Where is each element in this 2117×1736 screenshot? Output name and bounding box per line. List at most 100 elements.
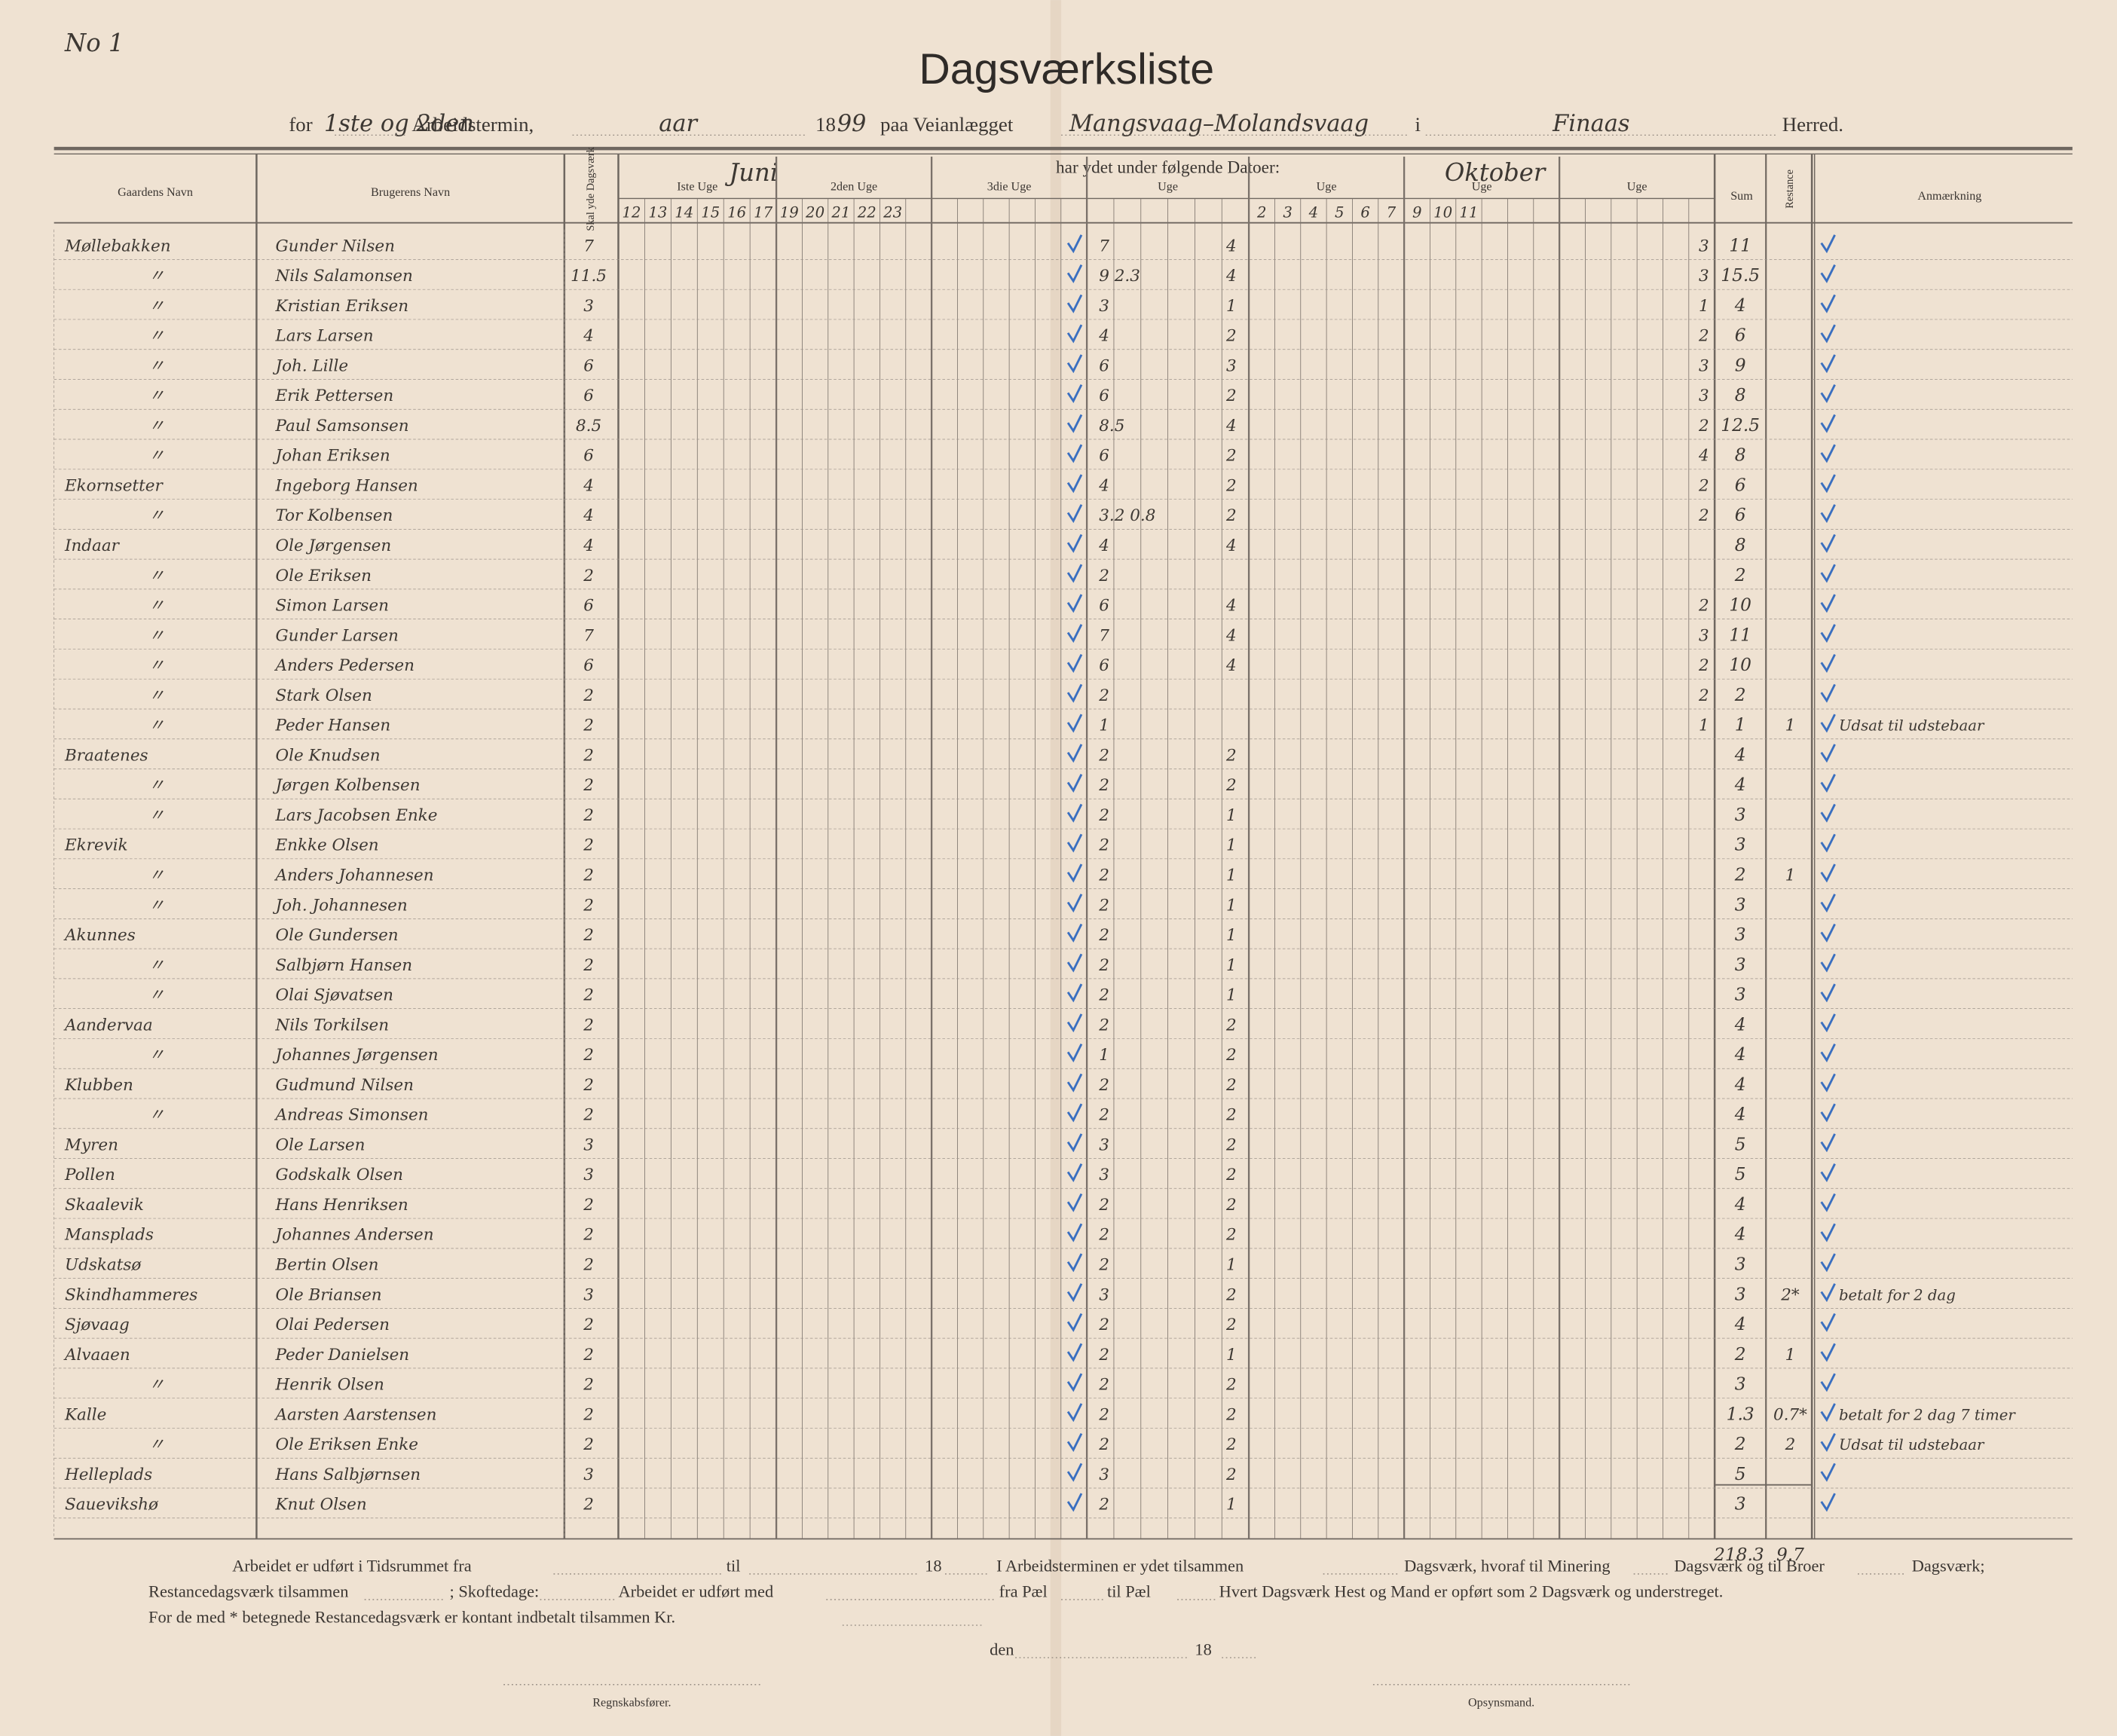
required-days: 2 <box>583 1405 594 1424</box>
required-days: 2 <box>583 1255 594 1274</box>
farm-name: 〃 <box>148 567 164 585</box>
required-days: 2 <box>583 717 594 735</box>
subtotal: 2 <box>1098 836 1109 855</box>
farm-name: 〃 <box>148 956 164 975</box>
check-mark <box>1066 803 1083 823</box>
check-mark <box>1066 1163 1083 1183</box>
subtotal: 4 <box>1698 447 1709 466</box>
check-mark <box>1820 1253 1836 1273</box>
check-mark <box>1066 653 1083 673</box>
subtotal: 2 <box>1098 806 1109 825</box>
week-label: Uge <box>1627 181 1647 194</box>
subtotal: 2 <box>1225 476 1237 495</box>
check-mark <box>1066 444 1083 463</box>
farm-name: 〃 <box>148 356 164 375</box>
subtotal: 2 <box>1098 1016 1109 1035</box>
farm-name: 〃 <box>148 387 164 405</box>
check-mark <box>1820 1462 1836 1482</box>
footer-text: Restancedagsværk tilsammen <box>148 1582 348 1600</box>
required-days: 8.5 <box>576 417 601 436</box>
farm-name: Ekornsetter <box>64 476 164 495</box>
check-mark <box>1820 533 1836 553</box>
subtotal: 2 <box>1225 1405 1237 1424</box>
check-mark <box>1066 714 1083 733</box>
check-mark <box>1066 894 1083 913</box>
user-name: Gudmund Nilsen <box>275 1076 414 1095</box>
user-name: Johannes Andersen <box>272 1226 433 1245</box>
subtotal: 2 <box>1225 1376 1237 1395</box>
sum: 4 <box>1734 1224 1746 1245</box>
sum: 10 <box>1729 655 1751 675</box>
required-days: 2 <box>583 866 594 885</box>
check-mark <box>1066 1432 1083 1452</box>
subtotal: 1 <box>1226 866 1237 885</box>
check-mark <box>1066 683 1083 703</box>
subtotal: 2 <box>1098 746 1109 765</box>
day-number: 21 <box>831 204 850 222</box>
check-mark <box>1066 1223 1083 1242</box>
subtotal: 4 <box>1225 237 1237 255</box>
farm-name: Aandervaa <box>63 1016 153 1035</box>
month-entry: Oktober <box>1445 158 1546 187</box>
user-name: Anders Pedersen <box>274 656 414 675</box>
user-name: Ole Jørgensen <box>275 536 391 555</box>
farm-name: 〃 <box>148 1435 164 1454</box>
day-number: 14 <box>675 204 693 222</box>
check-mark <box>1820 414 1836 433</box>
check-mark <box>1820 474 1836 494</box>
header-label: for <box>289 113 312 136</box>
day-number: 6 <box>1360 204 1370 222</box>
sum: 3 <box>1735 1494 1746 1514</box>
footer-text: Dagsværk og til Broer <box>1674 1556 1825 1575</box>
check-mark <box>1820 564 1836 583</box>
subtotal: 2 <box>1225 776 1237 795</box>
farm-name: 〃 <box>148 506 164 525</box>
check-mark <box>1066 923 1083 943</box>
sum: 8 <box>1735 385 1746 405</box>
sum: 4 <box>1734 744 1746 765</box>
check-mark <box>1066 564 1083 583</box>
farm-name: Møllebakken <box>64 237 171 255</box>
check-mark <box>1066 234 1083 254</box>
header-label: Arbeidstermin, <box>411 113 534 136</box>
subtotal: 2 <box>1225 1135 1237 1154</box>
subtotal: 2 <box>1225 1016 1237 1035</box>
check-mark <box>1066 624 1083 643</box>
week-label: Uge <box>1317 181 1337 194</box>
sum: 4 <box>1734 1074 1746 1095</box>
user-name: Olai Pedersen <box>275 1316 390 1334</box>
check-mark <box>1066 504 1083 524</box>
subtotal: 1 <box>1226 896 1237 915</box>
user-name: Ole Larsen <box>275 1135 365 1154</box>
check-mark <box>1066 474 1083 494</box>
farm-name: 〃 <box>148 1046 164 1065</box>
required-days: 3 <box>583 297 594 316</box>
required-days: 2 <box>583 986 594 1005</box>
required-days: 3 <box>583 1166 594 1184</box>
day-number: 4 <box>1308 204 1319 222</box>
check-mark <box>1066 1343 1083 1362</box>
footer-text: 18 <box>925 1556 941 1575</box>
subtotal: 1 <box>1226 986 1237 1005</box>
remark: betalt for 2 dag <box>1839 1286 1956 1304</box>
subtotal: 2 <box>1098 866 1109 885</box>
header-entry: 1ste og 2den <box>324 111 474 137</box>
farm-name: Indaar <box>64 536 121 555</box>
required-days: 6 <box>583 597 594 616</box>
required-days: 2 <box>583 1016 594 1035</box>
subtotal: 2 <box>1225 1076 1237 1095</box>
user-name: Paul Samsonsen <box>274 417 408 436</box>
subtotal: 2 <box>1098 1435 1109 1454</box>
week-label: Iste Uge <box>677 181 717 194</box>
sum: 1.3 <box>1727 1404 1754 1424</box>
day-number: 2 <box>1256 204 1267 222</box>
required-days: 2 <box>583 926 594 945</box>
user-name: Ole Knudsen <box>275 746 380 765</box>
day-number: 5 <box>1335 204 1345 222</box>
check-mark <box>1820 504 1836 524</box>
check-mark <box>1820 1313 1836 1332</box>
subtotal: 1 <box>1226 1346 1237 1365</box>
header-entry: aar <box>659 111 699 137</box>
subtotal: 2 <box>1698 417 1709 436</box>
subtotal: 2 <box>1225 447 1237 466</box>
